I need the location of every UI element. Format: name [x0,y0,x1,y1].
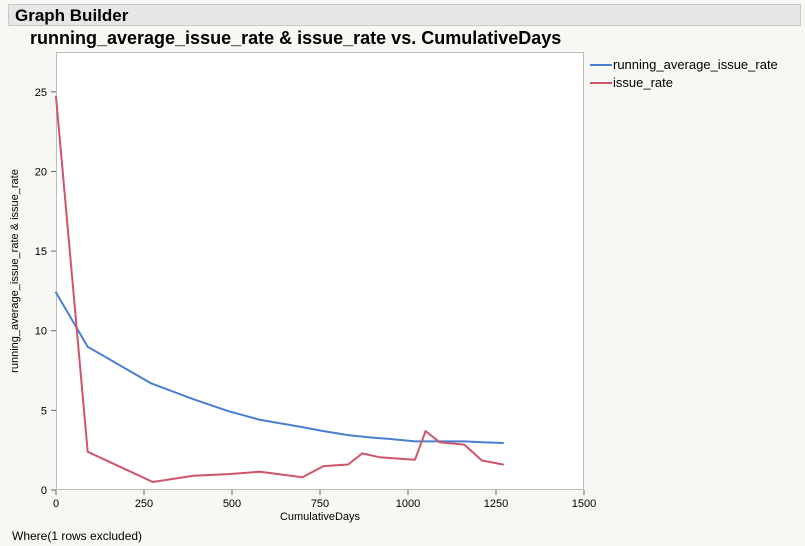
y-tick-label: 20 [35,166,47,178]
y-tick-label: 5 [41,405,47,417]
chart-title: running_average_issue_rate & issue_rate … [30,28,562,48]
plot-area[interactable] [56,52,584,490]
x-tick-label: 1000 [396,498,420,510]
legend-label: issue_rate [613,75,673,90]
x-tick-label: 500 [223,498,241,510]
series-line-issue-rate[interactable] [55,95,504,483]
x-tick-label: 1250 [484,498,508,510]
legend-label: running_average_issue_rate [613,57,778,72]
x-tick-label: 250 [135,498,153,510]
y-tick-label: 0 [41,485,47,497]
x-axis-title: CumulativeDays [280,511,361,523]
y-axis-title: running_average_issue_rate & issue_rate [9,169,21,373]
y-tick-label: 10 [35,326,47,338]
legend-item[interactable]: running_average_issue_rate [590,56,778,74]
y-tick-label: 25 [35,87,47,99]
legend: running_average_issue_rate issue_rate [590,56,778,92]
y-tick-label: 15 [35,246,47,258]
x-tick-label: 0 [53,498,59,510]
graph-builder-header: Graph Builder [8,4,801,26]
series-layer [55,95,504,483]
x-tick-label: 1500 [572,498,596,510]
series-line-running-average-issue-rate[interactable] [55,291,504,444]
graph-builder-title: Graph Builder [15,6,129,25]
legend-swatch [590,81,612,84]
legend-swatch [590,63,612,66]
excluded-rows-note: Where(1 rows excluded) [12,529,143,543]
axes: 0 250 500 750 1000 1250 1500 0 5 10 15 20 25 [35,87,596,510]
legend-item[interactable]: issue_rate [590,74,778,92]
x-tick-label: 750 [311,498,329,510]
